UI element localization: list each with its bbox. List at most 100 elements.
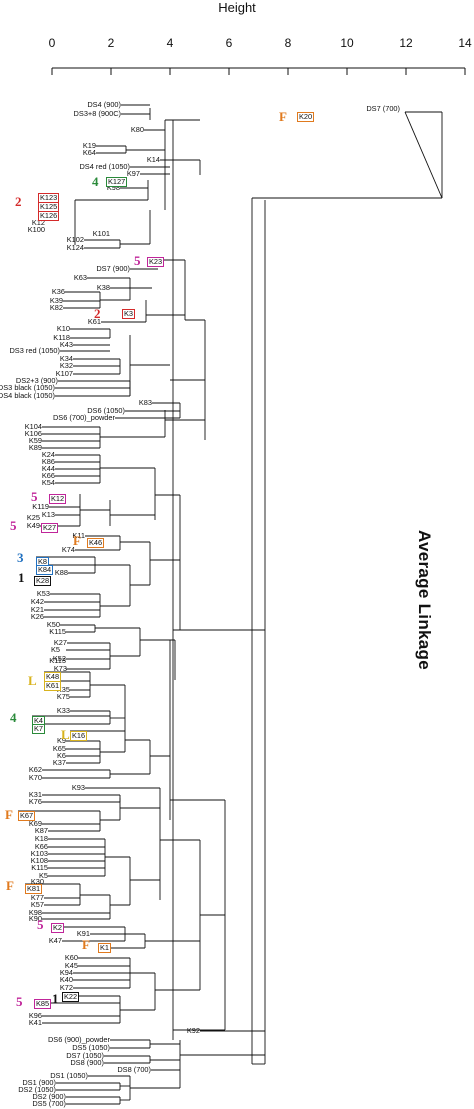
leaf-label: K108 xyxy=(30,856,48,865)
leaf-label: DS6 (700)_powder xyxy=(52,413,115,422)
leaf-label: DS8 (700) xyxy=(117,1065,151,1074)
leaf-label: K36 xyxy=(51,287,65,296)
leaf-label: K65 xyxy=(52,744,66,753)
leaf-label: K9 xyxy=(56,736,66,745)
boxed-sample-label: K46 xyxy=(87,538,105,548)
leaf-label: K66 xyxy=(41,471,55,480)
leaf-label: K60 xyxy=(64,953,78,962)
leaf-label: DS4 (900) xyxy=(87,100,121,109)
boxed-sample-label: K12 xyxy=(49,494,67,504)
group-marker: 1 xyxy=(52,991,59,1006)
axis-title: Height xyxy=(218,0,256,15)
leaf-label: K88 xyxy=(54,568,68,577)
boxed-sample-label: K20 xyxy=(297,112,315,122)
boxed-sample-label: K7 xyxy=(32,724,46,734)
leaf-label: K6 xyxy=(56,751,66,760)
leaf-label: K13 xyxy=(41,510,55,519)
leaf-label: K115 xyxy=(31,863,48,872)
leaf-label: DS4 black (1050) xyxy=(0,391,55,400)
leaf-label: K27 xyxy=(53,638,67,647)
boxed-sample-label: K22 xyxy=(62,992,80,1002)
leaf-label: K74 xyxy=(61,545,75,554)
leaf-label: K35 xyxy=(56,685,70,694)
leaf-label: DS1 (900) xyxy=(22,1078,56,1087)
leaf-label: K25 xyxy=(26,513,40,522)
leaf-label: K115 xyxy=(49,627,66,636)
leaf-label: K92 xyxy=(186,1026,200,1035)
leaf-label: K47 xyxy=(48,936,62,945)
leaf-label: DS6 (1050) xyxy=(87,406,125,415)
leaf-label: K83 xyxy=(138,398,152,407)
boxed-sample-label: K23 xyxy=(147,257,165,267)
leaf-label: K59 xyxy=(28,436,42,445)
leaf-label: K86 xyxy=(41,457,55,466)
leaf-label: K82 xyxy=(49,303,63,312)
group-marker: 5 xyxy=(37,917,44,932)
leaf-label: K76 xyxy=(28,797,42,806)
leaf-label: K26 xyxy=(30,612,44,621)
leaf-label: K119 xyxy=(32,502,49,511)
leaf-label: DS3 black (1050) xyxy=(0,383,55,392)
group-marker: 4 xyxy=(10,710,17,725)
leaf-label: DS7 (900) xyxy=(96,264,130,273)
boxed-sample-label: K61 xyxy=(44,681,62,691)
leaf-label: DS2 (900) xyxy=(32,1092,66,1101)
axis-tick-label: 6 xyxy=(225,36,233,50)
leaf-label: K14 xyxy=(146,155,160,164)
boxed-sample-label: K84 xyxy=(36,565,54,575)
boxed-sample-label: K126 xyxy=(38,211,60,221)
leaf-label: K89 xyxy=(28,443,42,452)
boxed-sample-label: K16 xyxy=(70,731,88,741)
leaf-label: K64 xyxy=(82,148,96,157)
leaf-label: K40 xyxy=(59,975,73,984)
boxed-sample-label: K2 xyxy=(51,923,65,933)
leaf-label: K106 xyxy=(24,429,42,438)
leaf-label: K37 xyxy=(52,758,66,767)
leaf-label: K33 xyxy=(56,706,70,715)
group-marker: L xyxy=(61,727,70,742)
leaf-label: K91 xyxy=(76,929,90,938)
boxed-sample-label: K85 xyxy=(34,999,52,1009)
leaf-label: K30 xyxy=(30,877,44,886)
boxed-sample-label: K27 xyxy=(41,523,59,533)
boxed-sample-label: K28 xyxy=(34,576,52,586)
leaf-label: K103 xyxy=(30,849,48,858)
leaf-label: K34 xyxy=(59,354,73,363)
leaf-label: K66 xyxy=(34,842,48,851)
boxed-sample-label: K3 xyxy=(122,309,136,319)
leaf-label: K70 xyxy=(28,773,42,782)
leaf-label: K101 xyxy=(92,229,110,238)
leaf-label: K98 xyxy=(106,183,120,192)
leaf-label: K124 xyxy=(66,243,84,252)
leaf-label: K12 xyxy=(31,218,45,227)
leaf-label: DS3+8 (900C) xyxy=(73,109,121,118)
boxed-sample-label: K67 xyxy=(18,811,36,821)
group-marker: F xyxy=(82,937,90,952)
leaf-label: K24 xyxy=(41,450,55,459)
leaf-label: K31 xyxy=(28,790,42,799)
leaf-label: K87 xyxy=(34,826,48,835)
leaf-label: K102 xyxy=(66,235,84,244)
group-marker: 1 xyxy=(18,570,25,585)
leaf-label: K38 xyxy=(96,283,110,292)
group-marker: 2 xyxy=(94,306,101,321)
leaf-label: K50 xyxy=(46,620,60,629)
leaf-label: K39 xyxy=(49,296,63,305)
leaf-label: DS6 (900)_powder xyxy=(47,1035,110,1044)
leaf-label: K100 xyxy=(27,225,45,234)
leaf-label: K96 xyxy=(28,1011,42,1020)
leaf-label: K42 xyxy=(30,597,44,606)
group-marker: 5 xyxy=(10,518,17,533)
leaf-label: K63 xyxy=(73,273,87,282)
leaf-label: K73 xyxy=(53,664,67,673)
boxed-sample-label: K127 xyxy=(106,177,128,187)
leaf-label: DS8 (900) xyxy=(70,1058,104,1067)
axis-tick-label: 0 xyxy=(48,36,56,50)
group-marker: 5 xyxy=(31,489,38,504)
leaf-label: DS7 (1050) xyxy=(66,1051,104,1060)
leaf-label: K62 xyxy=(28,765,42,774)
leaf-label: DS4 red (1050) xyxy=(79,162,130,171)
leaf-label: K72 xyxy=(59,983,73,992)
leaf-label: K69 xyxy=(28,819,42,828)
